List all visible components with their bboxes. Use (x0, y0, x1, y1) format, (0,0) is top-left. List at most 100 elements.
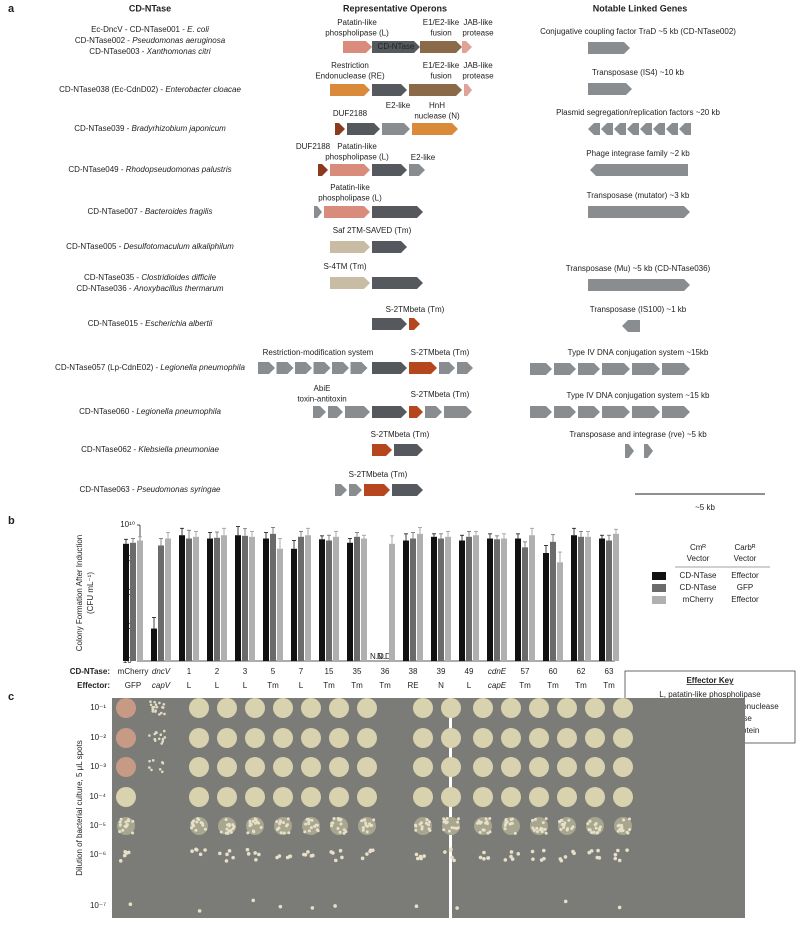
colony (478, 821, 482, 825)
colony (275, 855, 279, 860)
colony (503, 827, 507, 831)
gene-arrow (372, 277, 423, 289)
operon-label: protease (462, 29, 494, 38)
colony (450, 826, 454, 830)
colony (484, 817, 488, 821)
colony (194, 847, 198, 852)
colony (330, 824, 334, 828)
colony (224, 859, 229, 863)
gene-arrow (590, 164, 688, 176)
colony (420, 825, 424, 829)
row-label: CD-NTase: (70, 667, 110, 676)
strain-id: Ec-DncV - CD-NTase001 - (91, 25, 187, 34)
species: Clostridioides difficile (141, 273, 216, 282)
colony (563, 821, 567, 825)
colony (196, 817, 200, 821)
colony (478, 855, 483, 860)
linked-gene-label: Type IV DNA conjugation system ~15 kb (567, 391, 711, 400)
strain-id: CD-NTase049 - (68, 165, 125, 174)
colony (360, 819, 364, 823)
spot (557, 787, 577, 807)
colony (287, 831, 291, 835)
colony (541, 821, 545, 825)
spot (116, 698, 136, 718)
gene-arrow (420, 41, 462, 53)
colony (333, 904, 337, 908)
colony (131, 831, 135, 835)
colony (540, 827, 544, 831)
colony (309, 854, 314, 858)
colony (148, 766, 151, 769)
colony (163, 729, 166, 733)
bar (466, 536, 472, 661)
colony (342, 831, 346, 835)
spot (329, 757, 349, 777)
colony (558, 820, 562, 824)
gene-arrow (662, 363, 690, 375)
species: Klebsiella pneumoniae (138, 445, 219, 454)
gene-arrow (394, 444, 423, 456)
colony (427, 820, 431, 824)
bar (263, 538, 269, 661)
colony (149, 700, 152, 703)
colony (158, 701, 161, 705)
colony (307, 829, 311, 833)
colony (246, 831, 250, 835)
gene-arrow (602, 363, 630, 375)
spot (189, 728, 209, 748)
gene-arrow (644, 444, 653, 458)
spot (413, 728, 433, 748)
strain-id: CD-NTase057 (Lp-CdnE02) - (55, 363, 160, 372)
spot (613, 787, 633, 807)
spot (357, 787, 377, 807)
operon-label: S-2TMbeta (Tm) (349, 470, 408, 479)
spot (585, 757, 605, 777)
category-label: 63 (605, 667, 614, 676)
effector-label: RE (407, 681, 418, 690)
gene-arrow (318, 164, 328, 176)
strain-label: CD-NTase038 (Ec-CdnD02) - Enterobacter c… (59, 85, 241, 94)
gene-arrow (335, 123, 345, 135)
value-label: N.D. (370, 652, 386, 661)
colony (510, 821, 514, 825)
colony (420, 827, 424, 831)
colony (565, 828, 569, 832)
spot (301, 787, 321, 807)
spot (301, 728, 321, 748)
effector-label: Tm (351, 681, 363, 690)
gene-arrow (464, 84, 472, 96)
spot (217, 728, 237, 748)
colony (542, 856, 546, 861)
colony (159, 711, 163, 715)
panel-label: a (8, 3, 15, 15)
bar (515, 538, 521, 661)
strain-label: CD-NTase039 - Bradyrhizobium japonicum (74, 124, 226, 133)
colony (191, 824, 195, 828)
bar (333, 536, 339, 661)
colony (442, 817, 446, 821)
colony (332, 817, 336, 821)
gene-arrow (614, 123, 626, 135)
colony (257, 852, 261, 857)
colony (625, 848, 629, 852)
operon-label: S-2TMbeta (Tm) (386, 305, 445, 314)
colony (456, 820, 460, 824)
spot (189, 757, 209, 777)
strain-id: CD-NTase015 - (88, 319, 145, 328)
effector-key-title: Effector Key (686, 676, 734, 685)
spot (245, 757, 265, 777)
strain-id: CD-NTase035 - (84, 273, 141, 282)
gene-arrow (444, 406, 472, 418)
colony (530, 849, 535, 854)
legend-label: Effector (731, 595, 759, 604)
y-axis-label: Dilution of bacterial culture, 5 μL spot… (75, 740, 84, 876)
gene-arrow (530, 406, 552, 418)
colony (153, 737, 157, 741)
colony (276, 827, 280, 831)
bar (186, 538, 192, 661)
strain-label: CD-NTase049 - Rhodopseudomonas palustris (68, 165, 231, 174)
colony (162, 703, 166, 706)
colony (278, 822, 282, 826)
gene-arrow (632, 363, 660, 375)
spot (613, 698, 633, 718)
